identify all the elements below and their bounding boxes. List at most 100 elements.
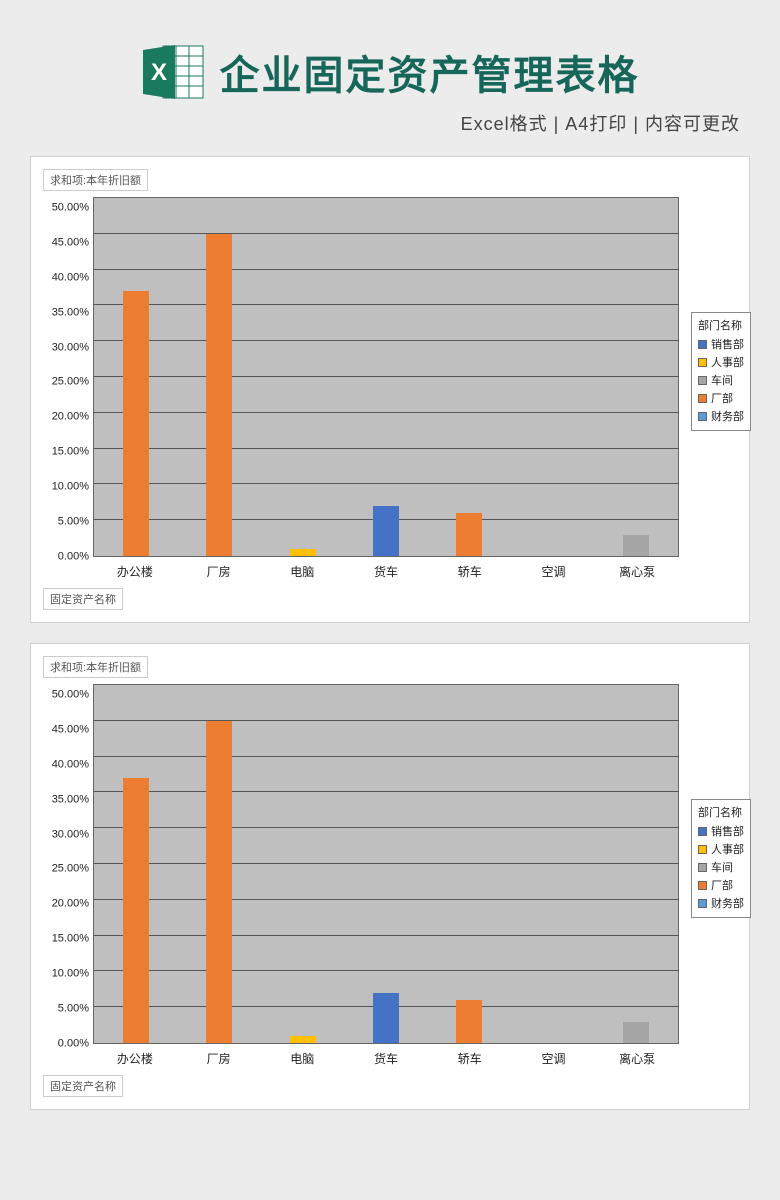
legend-item: 车间 — [698, 372, 744, 388]
x-tick: 轿车 — [428, 557, 512, 580]
legend-label: 财务部 — [711, 408, 744, 424]
bars-group — [94, 198, 678, 556]
legend-swatch — [698, 863, 707, 872]
y-tick: 40.00% — [43, 759, 89, 770]
y-tick: 45.00% — [43, 237, 89, 248]
y-tick: 20.00% — [43, 412, 89, 423]
y-tick: 40.00% — [43, 272, 89, 283]
bar — [290, 549, 316, 556]
legend-item: 人事部 — [698, 354, 744, 370]
bar-slot — [428, 198, 511, 556]
x-tick: 货车 — [344, 1044, 428, 1067]
legend-item: 销售部 — [698, 336, 744, 352]
bar-slot — [595, 685, 678, 1043]
legend-item: 销售部 — [698, 823, 744, 839]
y-tick: 50.00% — [43, 690, 89, 701]
y-tick: 30.00% — [43, 829, 89, 840]
bar-slot — [94, 198, 177, 556]
bar — [456, 1000, 482, 1043]
legend: 部门名称销售部人事部车间厂部财务部 — [691, 799, 751, 918]
legend-swatch — [698, 881, 707, 890]
bar-slot — [595, 198, 678, 556]
y-tick-labels: 50.00% 45.00% 40.00% 35.00% 30.00% 25.00% 20.0… — [43, 197, 89, 557]
page-header: X 企业固定资产管理表格 — [30, 40, 750, 104]
x-tick: 离心泵 — [595, 1044, 679, 1067]
y-tick-labels: 50.00%45.00%40.00%35.00%30.00%25.00%20.0… — [43, 684, 89, 1044]
legend-item: 财务部 — [698, 408, 744, 424]
y-tick: 30.00% — [43, 342, 89, 353]
bar-slot — [511, 198, 594, 556]
x-tick: 电脑 — [260, 1044, 344, 1067]
legend-swatch — [698, 394, 707, 403]
y-tick: 0.00% — [43, 551, 89, 562]
y-tick: 20.00% — [43, 899, 89, 910]
bar-slot — [177, 198, 260, 556]
y-tick: 10.00% — [43, 482, 89, 493]
bar — [623, 1022, 649, 1043]
x-tick: 办公楼 — [93, 1044, 177, 1067]
page-title: 企业固定资产管理表格 — [220, 43, 640, 101]
legend: 部门名称销售部人事部车间厂部财务部 — [691, 312, 751, 431]
legend-item: 财务部 — [698, 895, 744, 911]
legend-label: 销售部 — [711, 336, 744, 352]
legend-label: 厂部 — [711, 877, 733, 893]
bar — [623, 535, 649, 556]
legend-label: 人事部 — [711, 841, 744, 857]
bar-slot — [261, 198, 344, 556]
x-tick: 办公楼 — [93, 557, 177, 580]
legend-swatch — [698, 412, 707, 421]
y-tick: 5.00% — [43, 1004, 89, 1015]
bar-slot — [94, 685, 177, 1043]
legend-title: 部门名称 — [698, 317, 744, 333]
x-axis-title: 固定资产名称 — [43, 1075, 123, 1097]
y-tick: 15.00% — [43, 934, 89, 945]
plot-area — [93, 197, 679, 557]
legend-swatch — [698, 340, 707, 349]
bar — [123, 291, 149, 556]
bar-slot — [344, 685, 427, 1043]
legend-label: 财务部 — [711, 895, 744, 911]
bar-slot — [177, 685, 260, 1043]
legend-swatch — [698, 358, 707, 367]
y-tick: 35.00% — [43, 307, 89, 318]
legend-label: 销售部 — [711, 823, 744, 839]
y-axis-title: 求和项:本年折旧额 — [43, 656, 148, 678]
svg-text:X: X — [150, 59, 166, 86]
bar — [206, 721, 232, 1043]
chart-card: 求和项:本年折旧额50.00%45.00%40.00%35.00%30.00%2… — [30, 643, 750, 1110]
x-tick: 空调 — [512, 1044, 596, 1067]
bars-group — [94, 685, 678, 1043]
y-tick: 5.00% — [43, 517, 89, 528]
y-tick: 50.00% — [43, 203, 89, 214]
bar-slot — [344, 198, 427, 556]
legend-item: 人事部 — [698, 841, 744, 857]
excel-icon: X — [141, 40, 205, 104]
legend-swatch — [698, 899, 707, 908]
bar — [373, 993, 399, 1043]
legend-swatch — [698, 827, 707, 836]
x-tick: 货车 — [344, 557, 428, 580]
y-tick: 25.00% — [43, 377, 89, 388]
legend-label: 车间 — [711, 372, 733, 388]
y-tick: 10.00% — [43, 969, 89, 980]
y-tick: 15.00% — [43, 447, 89, 458]
y-tick: 25.00% — [43, 864, 89, 875]
bar-slot — [261, 685, 344, 1043]
legend-label: 车间 — [711, 859, 733, 875]
plot-area — [93, 684, 679, 1044]
y-tick: 45.00% — [43, 724, 89, 735]
bar — [373, 506, 399, 556]
bar-slot — [511, 685, 594, 1043]
x-tick: 离心泵 — [595, 557, 679, 580]
x-tick: 厂房 — [177, 557, 261, 580]
page-subtitle: Excel格式 | A4打印 | 内容可更改 — [30, 110, 740, 136]
legend-item: 厂部 — [698, 877, 744, 893]
legend-item: 厂部 — [698, 390, 744, 406]
x-tick-labels: 办公楼厂房电脑货车轿车空调离心泵 — [93, 557, 679, 580]
bar-slot — [428, 685, 511, 1043]
x-tick: 轿车 — [428, 1044, 512, 1067]
legend-label: 厂部 — [711, 390, 733, 406]
x-tick: 电脑 — [260, 557, 344, 580]
legend-label: 人事部 — [711, 354, 744, 370]
bar — [206, 234, 232, 556]
